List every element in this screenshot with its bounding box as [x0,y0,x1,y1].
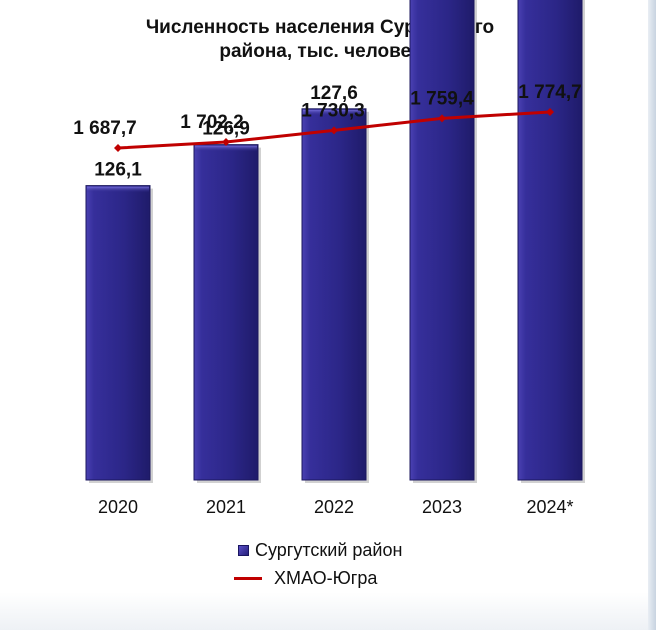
bar-2020 [85,185,151,481]
x-axis: 2020 2021 2022 2023 2024* [98,497,574,517]
bar-value-label: 126,9 [202,119,250,140]
line-value-label: 1 730,3 [301,100,364,121]
bar-highlight [87,186,149,193]
legend-item-line: ХМАО-Югра [232,564,402,592]
line-point [546,108,554,116]
chart-title-line-1: Численность населения Сургутского [145,17,495,38]
bar-value-label: 126,1 [94,160,142,181]
x-tick-label: 2020 [98,497,138,517]
slide-edge [648,0,656,630]
line-point [114,144,122,152]
chart-title-line-2: района, тыс. человек [219,41,421,62]
legend-bar-label: Сургутский район [255,539,403,560]
line-value-label: 1 702,2 [180,112,243,133]
bars-layer [85,0,585,484]
bar-highlight [195,145,257,152]
legend-item-bar: Сургутский район [232,536,402,564]
line-layer [114,108,554,152]
legend-bar-swatch [238,544,249,556]
legend-line-swatch [234,576,262,580]
line-value-label: 1 687,7 [73,118,136,139]
x-tick-label: 2021 [206,497,246,517]
chart-title: Численность населения Сургутского района… [90,16,550,64]
bar-2022 [301,108,367,481]
line-value-label: 1 759,4 [410,88,474,109]
line-point [330,126,338,135]
bar-value-label: 127,6 [310,83,358,104]
bar-2021 [193,144,259,481]
line-value-label: 1 774,7 [518,82,581,103]
legend-line-label: ХМАО-Югра [274,567,378,588]
x-tick-label: 2023 [422,497,462,517]
x-tick-label: 2024* [526,497,573,517]
legend: Сургутский район ХМАО-Югра [232,536,402,592]
x-tick-label: 2022 [314,497,354,517]
line-point [222,138,230,146]
bar-2024* [517,0,583,481]
bar-2023 [409,0,475,481]
bar-highlight [303,109,365,116]
line-point [438,114,446,123]
